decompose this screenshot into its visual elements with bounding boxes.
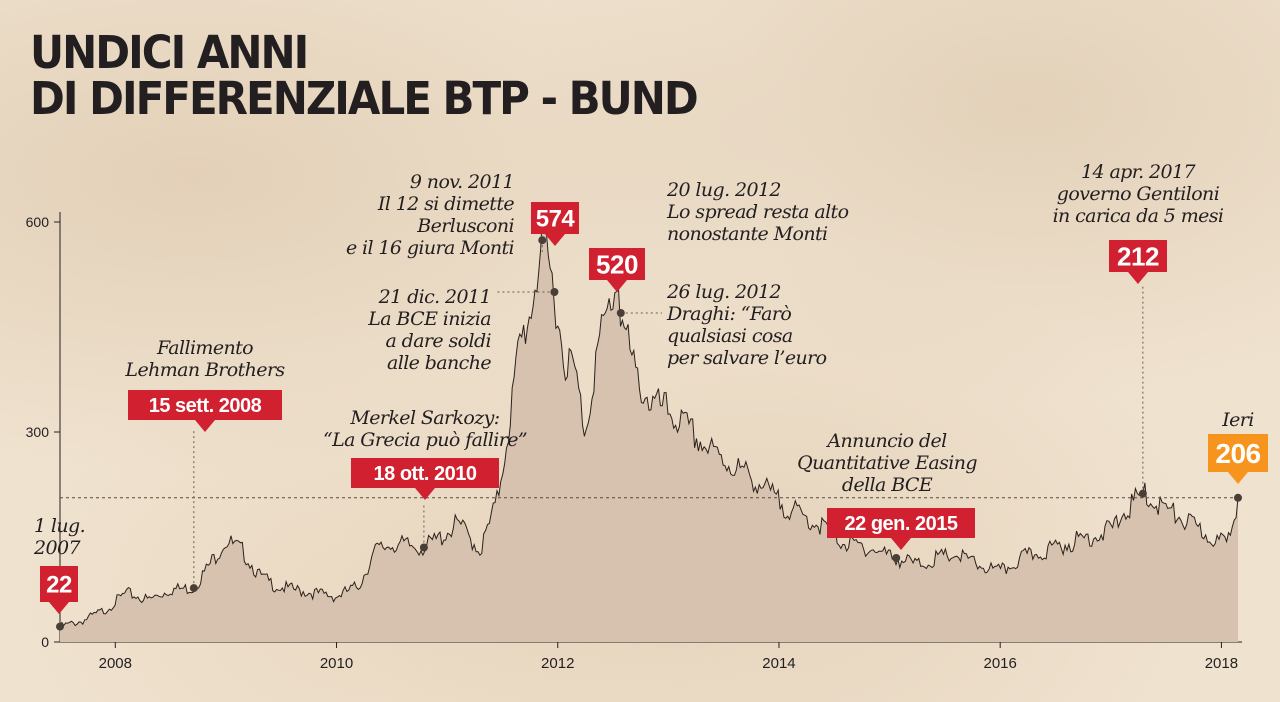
- y-tick-label: 300: [26, 424, 50, 440]
- spread-line: [59, 211, 1239, 627]
- callout-berlusconi: 574: [531, 202, 579, 246]
- event-point: [1138, 489, 1147, 498]
- event-point: [538, 236, 547, 245]
- callout-label: 22: [46, 572, 72, 599]
- callout-ieri: 206: [1208, 434, 1268, 484]
- y-tick-label: 600: [26, 214, 50, 230]
- annotation-line: Lehman Brothers: [124, 359, 285, 381]
- title-line-2: DI DIFFERENZIALE BTP - BUND: [30, 71, 699, 125]
- callout-label: 22 gen. 2015: [845, 513, 958, 535]
- annotation-line: a dare soldi: [385, 330, 491, 352]
- callout-lehman: 15 sett. 2008: [128, 390, 282, 432]
- annotation-line: 26 lug. 2012: [666, 281, 781, 303]
- annotation-merkel: Merkel Sarkozy: “La Grecia può fallire”: [323, 407, 527, 451]
- annotation-line: nonostante Monti: [667, 223, 828, 245]
- annotation-line: Il 12 si dimette: [377, 193, 514, 215]
- annotation-line: 14 apr. 2017: [1081, 161, 1196, 183]
- callout-start: 22: [40, 566, 78, 614]
- annotation-line: per salvare l’euro: [667, 347, 827, 369]
- callout-label: 212: [1117, 241, 1159, 271]
- annotation-line: La BCE inizia: [367, 308, 491, 330]
- callout-label: 15 sett. 2008: [149, 395, 262, 417]
- annotation-line: alle banche: [387, 352, 491, 374]
- x-tick-label: 2008: [99, 655, 132, 672]
- spread-area: [60, 211, 1238, 642]
- x-tick-label: 2012: [541, 655, 574, 672]
- callout-label: 206: [1215, 438, 1260, 469]
- title-line-1: UNDICI ANNI: [30, 25, 309, 79]
- annotation-bce: 21 dic. 2011 La BCE inizia a dare soldi all…: [367, 286, 491, 374]
- event-point: [1234, 493, 1242, 502]
- annotation-draghi: 26 lug. 2012 Draghi: “Farò qualsiasi cosa p…: [666, 281, 827, 369]
- annotation-start: 1 lug. 2007: [33, 515, 85, 559]
- annotation-line: Ieri: [1221, 409, 1254, 431]
- event-point: [189, 584, 198, 593]
- annotation-qe: Annuncio del Quantitative Easing della BCE: [797, 430, 977, 496]
- annotation-line: 21 dic. 2011: [378, 286, 491, 308]
- x-tick-label: 2018: [1205, 655, 1238, 672]
- annotation-line: 2007: [33, 537, 81, 559]
- callout-label: 18 ott. 2010: [374, 463, 477, 485]
- annotation-ieri: Ieri: [1221, 409, 1254, 431]
- annotation-line: Annuncio del: [825, 430, 947, 452]
- annotation-line: 9 nov. 2011: [410, 171, 514, 193]
- annotation-spread: 20 lug. 2012 Lo spread resta alto nonostan…: [666, 179, 849, 245]
- callout-qe: 22 gen. 2015: [827, 508, 975, 550]
- callout-merkel: 18 ott. 2010: [351, 458, 499, 500]
- annotation-lehman: Fallimento Lehman Brothers: [124, 337, 285, 381]
- callout-shape: [1109, 240, 1167, 284]
- callout-label: 520: [596, 249, 638, 279]
- annotation-line: “La Grecia può fallire”: [323, 429, 527, 451]
- event-point: [892, 554, 901, 562]
- callout-shape: [827, 508, 975, 550]
- callout-shape: [128, 390, 282, 432]
- callout-shape: [589, 248, 645, 292]
- annotation-berlusconi: 9 nov. 2011 Il 12 si dimette Berlusconi e i…: [346, 171, 515, 259]
- callout-shape: [40, 566, 78, 614]
- callout-shape: [1208, 434, 1268, 484]
- x-tick-label: 2014: [762, 655, 795, 672]
- callout-shape: [531, 202, 579, 246]
- x-tick-label: 2010: [320, 655, 353, 672]
- annotation-line: Berlusconi: [416, 215, 514, 237]
- event-point: [56, 622, 64, 631]
- event-point: [550, 288, 559, 296]
- annotation-line: 20 lug. 2012: [666, 179, 781, 201]
- annotation-line: in carica da 5 mesi: [1053, 205, 1224, 227]
- x-tick-label: 2016: [984, 655, 1017, 672]
- annotation-line: Draghi: “Farò: [666, 303, 791, 325]
- callout-monti: 520: [589, 248, 645, 292]
- annotation-line: e il 16 giura Monti: [346, 237, 515, 259]
- annotation-line: governo Gentiloni: [1057, 183, 1220, 205]
- event-point: [616, 309, 625, 317]
- event-point: [419, 543, 428, 552]
- annotation-line: Fallimento: [156, 337, 253, 359]
- annotation-line: della BCE: [842, 474, 933, 496]
- annotation-line: Quantitative Easing: [797, 452, 977, 474]
- callout-label: 574: [536, 206, 576, 233]
- annotation-line: qualsiasi cosa: [667, 325, 793, 347]
- annotation-line: 1 lug.: [34, 515, 85, 537]
- callout-shape: [351, 458, 499, 500]
- callout-gentiloni: 212: [1109, 240, 1167, 284]
- annotation-line: Merkel Sarkozy:: [349, 407, 499, 429]
- annotation-line: Lo spread resta alto: [666, 201, 849, 223]
- annotation-gentiloni: 14 apr. 2017 governo Gentiloni in carica d…: [1053, 161, 1224, 227]
- y-tick-label: 0: [41, 634, 49, 650]
